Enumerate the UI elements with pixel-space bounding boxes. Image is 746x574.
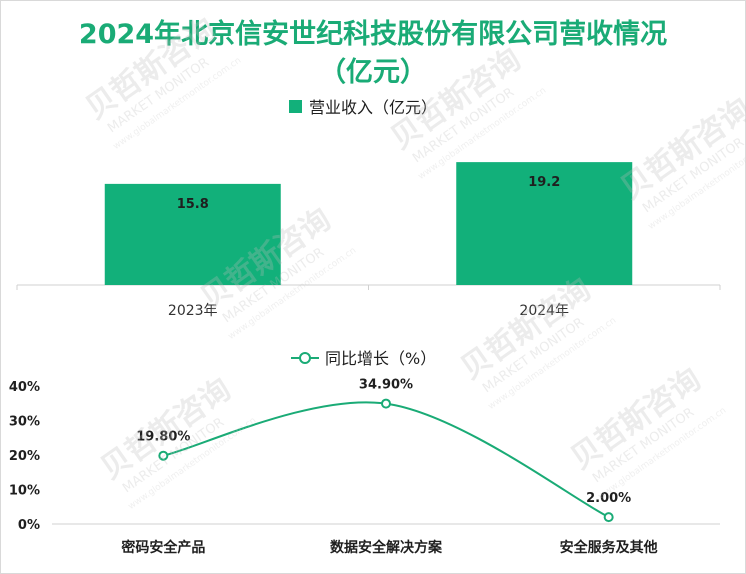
line-legend-label: 同比增长（%）: [325, 349, 437, 368]
bar-data-label: 19.2: [528, 175, 560, 190]
title-line-1: 2024年北京信安世纪科技股份有限公司营收情况: [78, 19, 668, 50]
line-y-tick-label: 40%: [9, 380, 40, 395]
bar-chart: 15.8 2023年 19.2 2024年: [16, 162, 721, 319]
line-data-label: 19.80%: [136, 430, 190, 445]
line-chart: 0% 10% 20% 30% 40% 19.80% 密码安全产品 34.90% 数据安全解决方案…: [9, 378, 720, 556]
line-y-tick-label: 20%: [9, 449, 40, 464]
line-legend-marker: [291, 351, 319, 364]
line-data-label: 2.00%: [586, 491, 631, 506]
bar-legend-swatch: [289, 99, 302, 113]
line-y-tick-label: 30%: [9, 415, 40, 430]
line-category-label: 密码安全产品: [120, 539, 205, 556]
series-line: [163, 401, 610, 518]
line-point: [603, 512, 614, 523]
bar-category-label: 2024年: [519, 303, 569, 319]
bar: [456, 162, 633, 285]
line-legend: 同比增长（%）: [291, 345, 436, 369]
bar-data-label: 15.8: [177, 197, 209, 212]
line-category-label: 安全服务及其他: [560, 539, 658, 556]
bar-legend: 营业收入（亿元）: [289, 94, 437, 118]
title-line-2: （亿元）: [319, 57, 427, 88]
line-point: [158, 450, 169, 461]
bar: [104, 183, 281, 285]
line-data-label: 34.90%: [359, 378, 413, 393]
line-point: [381, 398, 391, 409]
line-y-tick-label: 0%: [18, 518, 40, 533]
bar-legend-label: 营业收入（亿元）: [309, 98, 438, 117]
chart-title: 2024年北京信安世纪科技股份有限公司营收情况 （亿元）: [0, 16, 746, 92]
bar-category-label: 2023年: [168, 303, 218, 319]
line-y-tick-label: 10%: [9, 484, 40, 499]
line-category-label: 数据安全解决方案: [330, 539, 443, 556]
